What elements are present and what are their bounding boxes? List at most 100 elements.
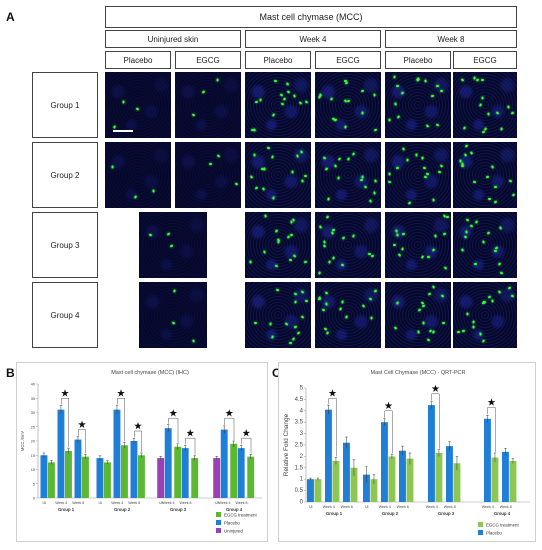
chart-title: Mast Cell Chymase (MCC) - QRT-PCR <box>371 370 466 376</box>
significance-star <box>169 409 178 417</box>
micrograph-g2-c1 <box>105 142 171 208</box>
significance-bracket <box>431 393 440 449</box>
bar <box>399 450 406 502</box>
x-tick-label: Week 4 <box>379 505 391 509</box>
mcc-positive-cell <box>421 321 425 325</box>
group-label-2: Group 2 <box>32 142 98 208</box>
bar <box>181 448 189 498</box>
significance-bracket <box>61 398 69 448</box>
mcc-positive-cell <box>372 190 376 195</box>
group-label-3: Group 3 <box>32 212 98 278</box>
group-label: Group 3 <box>438 511 455 516</box>
mcc-positive-cell <box>473 262 477 266</box>
mcc-positive-cell <box>430 94 435 97</box>
micrograph-g2-c6 <box>453 142 517 208</box>
y-tick-label: 4 <box>300 408 304 414</box>
mcc-positive-cell <box>275 288 280 292</box>
bar <box>230 443 238 498</box>
bar <box>381 422 388 502</box>
mcc-positive-cell <box>254 100 259 103</box>
significance-bracket <box>185 437 196 455</box>
chart-title: Mast cell chymase (MCC) (IHC) <box>111 370 189 376</box>
x-tick-label: Week 8 <box>397 505 409 509</box>
bar <box>96 458 104 498</box>
legend-label: Placebo <box>224 520 240 525</box>
x-tick-label: Week 4 <box>162 501 174 505</box>
mcc-positive-cell <box>112 125 116 129</box>
mcc-positive-cell <box>361 175 364 179</box>
chart-mcc-ihc: Mast cell chymase (MCC) (IHC) 0 5 10 15 20 25 3… <box>16 362 268 542</box>
bar <box>491 457 499 502</box>
mcc-positive-cell <box>395 229 398 233</box>
micrograph-g4-c5 <box>385 282 451 348</box>
bar <box>213 458 221 498</box>
bar <box>307 479 314 502</box>
mcc-positive-cell <box>494 185 498 189</box>
y-tick-label: 5 <box>300 386 304 392</box>
mcc-positive-cell <box>277 240 280 244</box>
bar <box>314 479 322 502</box>
mcc-positive-cell <box>415 153 418 157</box>
mcc-positive-cell <box>445 215 449 218</box>
x-tick-label: Week 4 <box>218 501 230 505</box>
significance-bracket <box>487 407 496 452</box>
bar <box>332 460 340 502</box>
bar <box>130 441 138 498</box>
mcc-positive-cell <box>268 322 272 326</box>
significance-star <box>78 420 86 428</box>
treatment-placebo-3: Placebo <box>385 51 451 69</box>
micrograph-g2-c2 <box>175 142 241 208</box>
bar <box>220 429 228 498</box>
significance-star <box>242 429 251 437</box>
mcc-positive-cell <box>253 321 257 325</box>
mcc-positive-cell <box>323 326 327 331</box>
mcc-positive-cell <box>340 263 345 267</box>
legend-swatch <box>478 522 483 527</box>
mcc-positive-cell <box>478 332 482 336</box>
y-tick-label: 40 <box>31 383 35 387</box>
x-tick-label: Week 8 <box>341 505 353 509</box>
bar <box>237 448 245 498</box>
x-tick-label: Week 8 <box>179 501 191 505</box>
mcc-positive-cell <box>469 224 473 228</box>
chart-mcc-qrtpcr: Mast Cell Chymase (MCC) - QRT-PCR 0 0.5 1 1.… <box>278 362 536 542</box>
y-axis-label: Relative Fold Change <box>283 413 290 476</box>
y-tick-label: 20 <box>31 440 35 444</box>
bar <box>40 455 48 498</box>
bar <box>48 462 55 498</box>
y-tick-label: 0 <box>300 500 304 506</box>
legend-swatch <box>216 528 221 533</box>
significance-bracket <box>328 398 337 457</box>
bar <box>113 409 121 498</box>
significance-bracket <box>117 398 125 442</box>
x-tick-label: UI <box>309 505 313 509</box>
significance-star <box>134 422 142 430</box>
mcc-positive-cell <box>300 179 304 183</box>
mcc-positive-cell <box>441 321 446 325</box>
y-tick-label: 2.5 <box>295 443 304 449</box>
legend-label: Uninjured <box>224 528 243 533</box>
bar <box>121 445 128 498</box>
treatment-egcg-1: EGCG <box>175 51 241 69</box>
bar <box>370 479 378 502</box>
bar <box>388 456 396 502</box>
x-tick-label: Week 4 <box>323 505 335 509</box>
micrograph-g3-c6 <box>453 212 517 278</box>
y-tick-label: 5 <box>33 482 35 486</box>
y-axis-label: MCC /mm² <box>20 430 25 451</box>
bar <box>428 405 435 502</box>
mcc-positive-cell <box>172 288 176 293</box>
mcc-positive-cell <box>491 299 494 303</box>
significance-star <box>487 398 496 406</box>
figure-header-title: Mast cell chymase (MCC) <box>105 6 517 28</box>
y-tick-label: 15 <box>31 454 35 458</box>
significance-star <box>384 401 393 410</box>
mcc-positive-cell <box>122 100 125 104</box>
y-tick-label: 1.5 <box>295 465 304 471</box>
micrograph-g2-c3 <box>245 142 311 208</box>
mcc-positive-cell <box>393 75 396 79</box>
mcc-positive-cell <box>249 259 252 264</box>
treatment-egcg-3: EGCG <box>453 51 517 69</box>
mcc-positive-cell <box>485 175 489 178</box>
bar <box>435 452 443 502</box>
